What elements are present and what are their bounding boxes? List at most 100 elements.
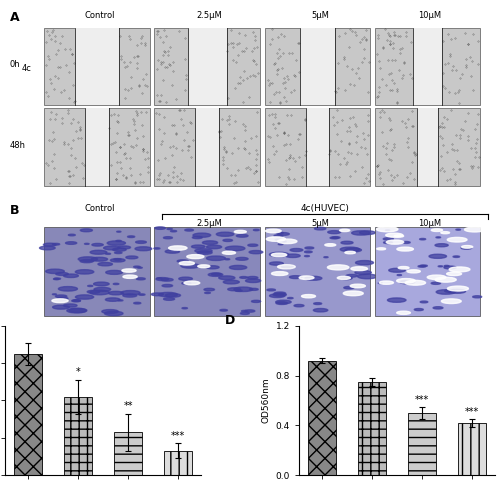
Circle shape xyxy=(106,270,122,275)
Circle shape xyxy=(278,244,283,245)
Circle shape xyxy=(107,241,126,245)
Circle shape xyxy=(394,235,404,237)
Circle shape xyxy=(328,265,349,270)
Circle shape xyxy=(400,280,415,284)
Circle shape xyxy=(384,238,394,240)
FancyBboxPatch shape xyxy=(75,28,119,105)
Circle shape xyxy=(167,228,172,229)
Circle shape xyxy=(202,241,218,244)
Circle shape xyxy=(397,275,402,276)
FancyBboxPatch shape xyxy=(196,108,219,186)
Circle shape xyxy=(193,233,210,237)
Circle shape xyxy=(88,285,93,287)
Circle shape xyxy=(314,303,322,304)
Circle shape xyxy=(461,247,471,249)
Circle shape xyxy=(184,281,200,285)
Circle shape xyxy=(330,237,338,239)
Text: 0h: 0h xyxy=(10,60,20,69)
Circle shape xyxy=(407,270,420,273)
Circle shape xyxy=(73,300,80,301)
Circle shape xyxy=(226,246,245,251)
Circle shape xyxy=(272,253,287,257)
Circle shape xyxy=(185,229,194,231)
Circle shape xyxy=(438,266,442,267)
Circle shape xyxy=(67,308,86,313)
Circle shape xyxy=(195,249,212,253)
Circle shape xyxy=(52,243,60,245)
Circle shape xyxy=(431,229,442,231)
Circle shape xyxy=(52,299,68,302)
Circle shape xyxy=(246,279,260,283)
Circle shape xyxy=(355,271,372,275)
Circle shape xyxy=(420,239,426,240)
Circle shape xyxy=(136,241,146,243)
Circle shape xyxy=(76,270,94,274)
Circle shape xyxy=(228,288,240,291)
Circle shape xyxy=(338,276,350,279)
Circle shape xyxy=(254,229,259,231)
Circle shape xyxy=(87,290,100,293)
Circle shape xyxy=(46,269,64,274)
Bar xyxy=(358,382,386,475)
Circle shape xyxy=(114,252,122,253)
Circle shape xyxy=(472,296,482,298)
Circle shape xyxy=(314,309,328,312)
Text: D: D xyxy=(224,314,235,327)
Circle shape xyxy=(92,243,104,246)
Circle shape xyxy=(444,265,449,266)
FancyBboxPatch shape xyxy=(413,28,442,105)
Circle shape xyxy=(56,295,67,298)
Circle shape xyxy=(448,286,468,291)
Circle shape xyxy=(442,299,461,303)
Text: Control: Control xyxy=(84,11,114,20)
Circle shape xyxy=(170,230,176,232)
Circle shape xyxy=(162,285,172,287)
Circle shape xyxy=(384,241,392,243)
Circle shape xyxy=(462,246,472,248)
Circle shape xyxy=(305,276,322,280)
Text: 5μM: 5μM xyxy=(311,11,329,20)
Circle shape xyxy=(449,267,470,272)
Circle shape xyxy=(216,232,234,236)
Circle shape xyxy=(208,273,223,276)
Text: 5μM: 5μM xyxy=(311,219,329,228)
Circle shape xyxy=(324,257,328,258)
Circle shape xyxy=(276,300,291,304)
Circle shape xyxy=(276,239,280,240)
Circle shape xyxy=(222,251,235,254)
Circle shape xyxy=(340,277,352,280)
Circle shape xyxy=(418,265,426,267)
Circle shape xyxy=(179,277,192,280)
Circle shape xyxy=(464,227,485,232)
Circle shape xyxy=(236,257,248,260)
Circle shape xyxy=(294,304,304,307)
Circle shape xyxy=(192,236,202,239)
Circle shape xyxy=(116,240,121,241)
Circle shape xyxy=(360,231,375,235)
Circle shape xyxy=(122,269,136,272)
FancyBboxPatch shape xyxy=(154,28,260,105)
Circle shape xyxy=(161,278,173,281)
Circle shape xyxy=(134,266,140,268)
Circle shape xyxy=(187,254,204,259)
Circle shape xyxy=(304,255,310,257)
FancyBboxPatch shape xyxy=(84,108,109,186)
Circle shape xyxy=(388,298,406,302)
Circle shape xyxy=(123,275,137,278)
Circle shape xyxy=(118,246,130,249)
FancyBboxPatch shape xyxy=(264,108,370,186)
Circle shape xyxy=(420,301,428,303)
Text: *: * xyxy=(76,367,80,377)
Bar xyxy=(458,423,486,475)
Circle shape xyxy=(84,243,89,244)
Circle shape xyxy=(52,305,70,309)
Text: 2.5μM: 2.5μM xyxy=(196,11,222,20)
Circle shape xyxy=(242,311,248,312)
Circle shape xyxy=(325,244,336,246)
Circle shape xyxy=(278,233,289,235)
Circle shape xyxy=(351,267,368,271)
Circle shape xyxy=(396,278,415,283)
Circle shape xyxy=(405,280,425,285)
Circle shape xyxy=(204,288,214,291)
Circle shape xyxy=(126,256,138,259)
